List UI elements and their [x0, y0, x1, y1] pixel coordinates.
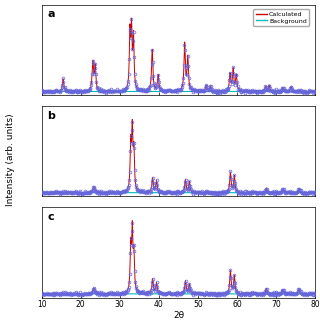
- Text: b: b: [47, 110, 55, 121]
- Text: Intensity (arb. units): Intensity (arb. units): [6, 114, 15, 206]
- Text: 2θ: 2θ: [174, 311, 185, 320]
- Legend: Calculated, Background: Calculated, Background: [253, 9, 309, 26]
- Text: c: c: [47, 212, 54, 222]
- Text: a: a: [47, 9, 55, 19]
